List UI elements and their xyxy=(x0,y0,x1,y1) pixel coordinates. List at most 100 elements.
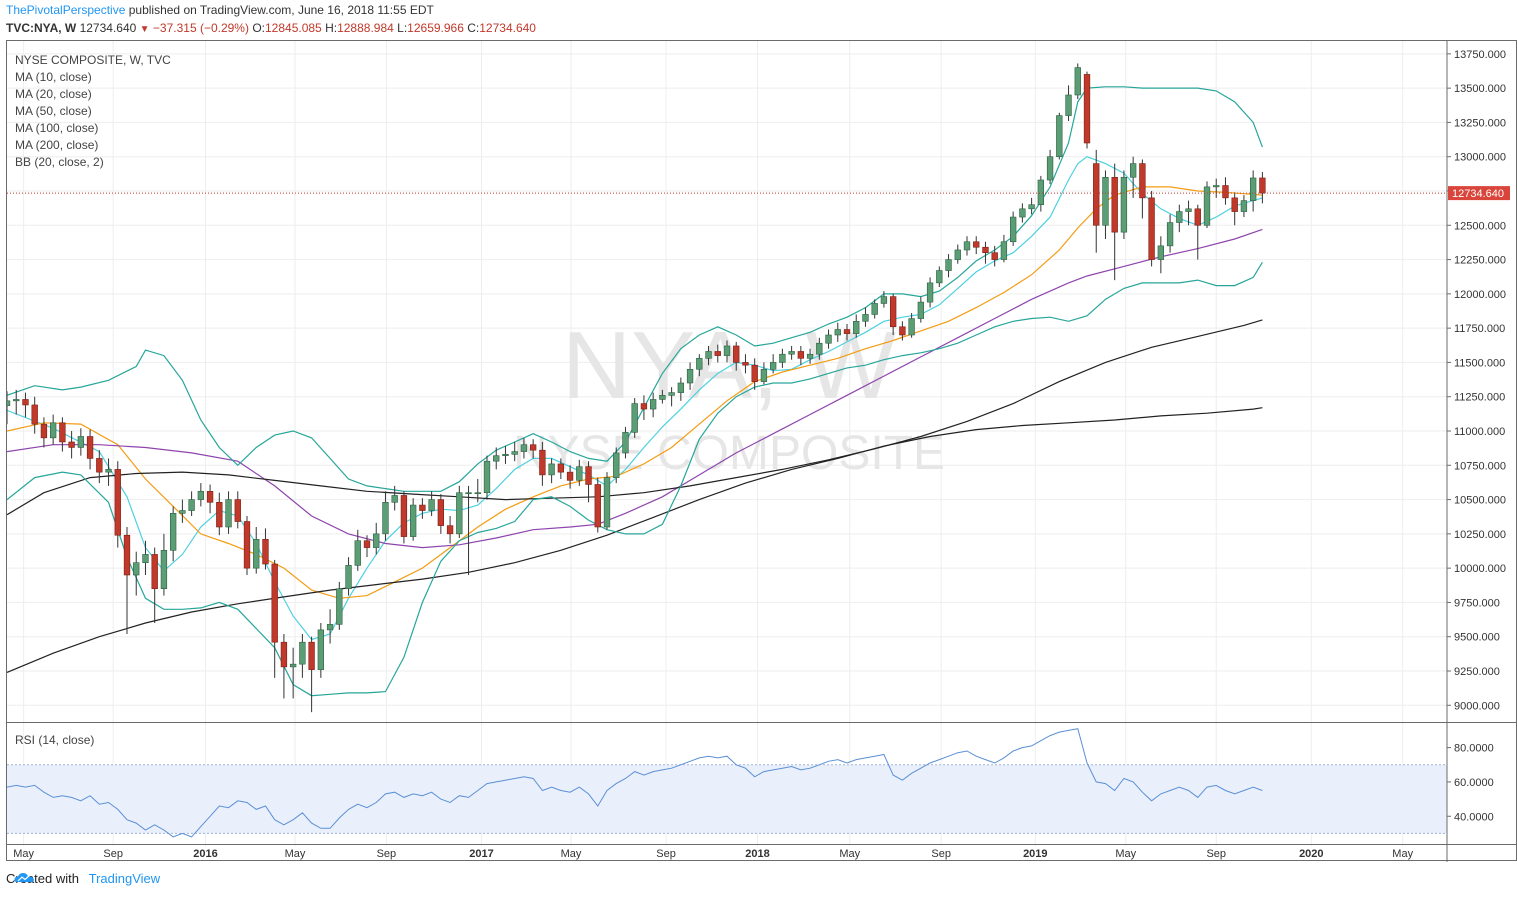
price-axis-label: 12500.000 xyxy=(1454,220,1506,232)
candle-body xyxy=(1009,216,1017,243)
candle xyxy=(843,324,851,341)
candle xyxy=(1102,170,1109,239)
candle xyxy=(631,398,638,438)
time-axis-label: 2019 xyxy=(1023,848,1047,860)
candle xyxy=(769,354,777,374)
candle xyxy=(1203,181,1211,229)
candle-body xyxy=(926,282,934,303)
candle-body xyxy=(603,477,611,528)
price-axis-label: 13750.000 xyxy=(1454,49,1506,61)
time-axis-label: Sep xyxy=(656,848,676,860)
candle xyxy=(926,277,934,308)
candle-body xyxy=(954,249,961,260)
candle-body xyxy=(1065,94,1072,116)
overlay-bb-lower xyxy=(7,261,1263,697)
price-axis-label: 11500.000 xyxy=(1454,357,1505,369)
candle-body xyxy=(151,554,158,590)
candle xyxy=(483,455,491,500)
price-axis-label: 11750.000 xyxy=(1454,323,1505,335)
candle xyxy=(1222,177,1229,205)
legend-ma50[interactable]: MA (50, close) xyxy=(15,104,92,118)
candle-body xyxy=(428,499,435,511)
candle xyxy=(945,254,952,278)
candle-body xyxy=(1102,176,1109,226)
open-label: O: xyxy=(252,21,265,35)
candle xyxy=(659,389,666,404)
candle-body xyxy=(317,629,325,670)
candle xyxy=(225,491,232,534)
candle xyxy=(1185,200,1192,226)
candle-body xyxy=(243,521,251,569)
candle xyxy=(566,465,574,489)
price-axis-label: 12250.000 xyxy=(1454,255,1506,267)
candle xyxy=(1231,192,1238,226)
candle-body xyxy=(1139,163,1146,199)
candle-body xyxy=(769,362,777,370)
candle-body xyxy=(1240,200,1248,212)
candle-body xyxy=(548,463,555,476)
time-axis-labels: May Sep 2016 May Sep 2017 May Sep 2018 May Sep 2019… xyxy=(13,845,1448,862)
author-link[interactable]: ThePivotalPerspective xyxy=(6,3,126,17)
candle-body xyxy=(1120,176,1128,233)
candle xyxy=(1157,236,1165,274)
rsi-chart[interactable]: 40.0000 60.0000 80.0000 xyxy=(7,723,1517,846)
price-axis-label: 10500.000 xyxy=(1454,495,1506,507)
time-axis-label: May xyxy=(1115,848,1136,860)
candle-body xyxy=(363,540,371,548)
candle xyxy=(991,245,998,267)
candle xyxy=(1028,197,1035,215)
candle-body xyxy=(696,358,703,370)
legend-ma200[interactable]: MA (200, close) xyxy=(15,138,99,152)
rsi-axis-label: 40.0000 xyxy=(1454,811,1494,823)
candle xyxy=(539,441,546,486)
candle-body xyxy=(889,296,897,328)
candle xyxy=(1065,85,1072,122)
candle xyxy=(1176,204,1183,233)
time-axis-label: Sep xyxy=(1206,848,1226,860)
candle xyxy=(806,348,814,364)
candle xyxy=(963,236,971,256)
candle xyxy=(917,296,925,323)
candle-body xyxy=(1111,176,1118,233)
candle xyxy=(640,395,648,421)
candle xyxy=(243,516,251,575)
candle xyxy=(188,491,195,517)
legend-rsi[interactable]: RSI (14, close) xyxy=(15,733,95,747)
low-label: L: xyxy=(397,21,408,35)
candle-body xyxy=(271,563,278,643)
tradingview-brand-link[interactable]: TradingView xyxy=(88,871,161,886)
candle xyxy=(271,559,278,678)
overlay-ma-100-close xyxy=(7,319,1263,516)
legend-ma10[interactable]: MA (10, close) xyxy=(15,70,92,84)
close-label: C: xyxy=(467,21,480,35)
candle-body xyxy=(308,641,315,670)
candle-body xyxy=(908,318,915,336)
candle-body xyxy=(483,460,491,494)
legend-ma100[interactable]: MA (100, close) xyxy=(15,121,99,135)
candle-body xyxy=(373,533,380,548)
legend-bb[interactable]: BB (20, close, 2) xyxy=(15,155,104,169)
candle xyxy=(649,392,657,418)
candle xyxy=(400,491,408,544)
legend-symbol[interactable]: NYSE COMPOSITE, W, TVC xyxy=(15,53,171,67)
legend-ma20[interactable]: MA (20, close) xyxy=(15,87,92,101)
candle-body xyxy=(409,504,417,537)
rsi-pane[interactable]: 40.0000 60.0000 80.0000 xyxy=(6,722,1517,846)
rsi-band xyxy=(7,764,1447,834)
candle-body xyxy=(806,353,814,359)
candle xyxy=(760,362,768,385)
candle xyxy=(354,529,361,571)
candle-body xyxy=(437,499,445,526)
candle-body xyxy=(594,484,601,528)
candle xyxy=(973,236,980,255)
price-pane[interactable]: NYA, W NYSE COMPOSITE 9000.000 9250.000 9500… xyxy=(6,40,1517,724)
candle-body xyxy=(336,588,343,625)
price-axis-label: 10250.000 xyxy=(1454,529,1506,541)
candle xyxy=(289,647,297,699)
candle xyxy=(1148,191,1155,267)
candle xyxy=(779,348,786,368)
candle xyxy=(308,636,315,713)
time-axis[interactable]: May Sep 2016 May Sep 2017 May Sep 2018 May Sep 2019… xyxy=(6,844,1517,862)
candle-body xyxy=(1249,177,1257,201)
